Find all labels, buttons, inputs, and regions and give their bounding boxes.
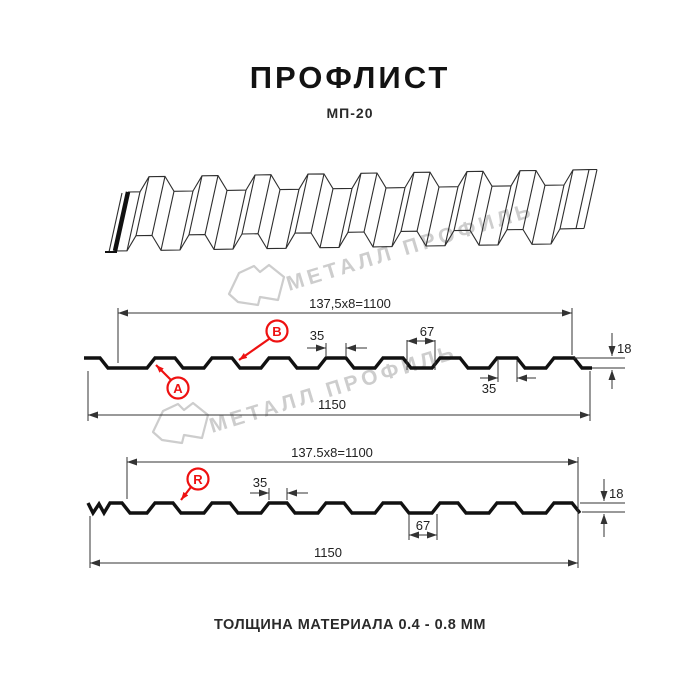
sheet-3d-rib-line xyxy=(400,172,415,232)
sheet-3d-rib-line xyxy=(204,175,219,235)
sheet-3d-rib-line xyxy=(294,173,309,234)
dim-rib-pitch-total: 137,5x8=1100 xyxy=(309,296,391,311)
dim-valley-width: 67 xyxy=(420,324,434,339)
sheet-3d-rib-line xyxy=(425,186,440,247)
dim-overall-width: 1150 xyxy=(314,545,342,560)
sheet-3d-rib-line xyxy=(478,186,493,246)
profile-r-section: 137.5x8=1100 35 R 18 67 1 xyxy=(86,445,625,568)
sheet-3d-rib-line xyxy=(151,176,166,236)
sheet-3d-rib-line xyxy=(497,185,512,246)
dim-rib-pitch-total: 137.5x8=1100 xyxy=(291,445,373,460)
leader-line xyxy=(180,486,192,501)
label-a-circle xyxy=(166,376,190,400)
sheet-3d-rib-line xyxy=(241,174,256,235)
sheet-3d-rib-line xyxy=(416,172,431,232)
sheet-3d-rib-line xyxy=(188,175,203,235)
sheet-3d-rib-line xyxy=(135,176,150,236)
dim-profile-height: 18 xyxy=(617,341,631,356)
dim-profile-height: 18 xyxy=(609,486,623,501)
sheet-3d-rib-line xyxy=(126,191,141,251)
leader-line xyxy=(238,338,270,361)
dim-rib-top-width: 35 xyxy=(310,328,324,343)
sheet-3d-cut-edge-inner xyxy=(108,192,123,253)
sheet-3d-rib-line xyxy=(531,185,546,245)
sheet-3d-rib-line xyxy=(257,174,272,234)
sheet-3d-view xyxy=(105,168,598,253)
watermark-2: МЕТАЛЛ ПРОФИЛЬ xyxy=(151,340,460,445)
header: ПРОФЛИСТ МП-20 xyxy=(0,60,700,121)
sheet-3d-rib-line xyxy=(363,172,378,233)
label-r-circle xyxy=(186,467,210,491)
sheet-3d-rib-line xyxy=(469,171,484,231)
metall-profil-logo-icon xyxy=(151,401,210,445)
sheet-3d-rib-line xyxy=(310,173,325,234)
profile-a-section: 137,5x8=1100 35 67 В А 18 xyxy=(84,296,631,421)
dim-rib-bottom-width: 35 xyxy=(482,381,496,396)
profile-a-outline xyxy=(84,356,592,370)
thickness-note: ТОЛЩИНА МАТЕРИАЛА 0.4 - 0.8 ММ xyxy=(214,617,486,633)
sheet-3d-rib-line xyxy=(179,190,194,251)
label-b-circle xyxy=(265,319,289,343)
sheet-3d-rib-line xyxy=(347,173,362,233)
sheet-3d-back-edge xyxy=(127,168,598,193)
watermark-1: МЕТАЛЛ ПРОФИЛЬ xyxy=(227,198,537,307)
page-title: ПРОФЛИСТ xyxy=(249,60,451,95)
label-b: В xyxy=(272,324,281,339)
profile-r-outline xyxy=(86,500,582,517)
sheet-3d-rib-line xyxy=(506,170,521,230)
page-subtitle: МП-20 xyxy=(326,105,374,121)
sheet-3d-rib-line xyxy=(266,189,281,249)
leader-line xyxy=(155,364,172,381)
dim-valley-width: 67 xyxy=(416,518,430,533)
sheet-3d-rib-line xyxy=(338,188,353,248)
sheet-3d-rib-line xyxy=(575,169,590,229)
metall-profil-logo-icon xyxy=(227,263,286,307)
sheet-3d-rib-line xyxy=(559,169,574,230)
sheet-3d-right-edge xyxy=(583,169,598,229)
sheet-3d-rib-line xyxy=(372,187,387,248)
sheet-3d-cut-edge xyxy=(112,191,131,252)
sheet-3d-rib-line xyxy=(444,186,459,246)
label-a: А xyxy=(173,381,183,396)
sheet-3d-rib-line xyxy=(285,189,300,249)
sheet-3d-rib-line xyxy=(232,189,247,250)
sheet-3d-rib-line xyxy=(160,191,175,251)
sheet-3d-rib-line xyxy=(319,188,334,248)
sheet-3d-rib-line xyxy=(213,190,228,250)
dim-rib-top-width: 35 xyxy=(253,475,267,490)
dim-overall-width: 1150 xyxy=(318,397,346,412)
sheet-3d-rib-line xyxy=(522,170,537,230)
sheet-3d-rib-line xyxy=(391,187,406,247)
label-r: R xyxy=(193,472,203,487)
sheet-3d-front-edge xyxy=(114,227,585,252)
sheet-3d-rib-line xyxy=(453,171,468,231)
sheet-3d-rib-line xyxy=(550,184,565,245)
watermark-text: МЕТАЛЛ ПРОФИЛЬ xyxy=(284,198,537,295)
